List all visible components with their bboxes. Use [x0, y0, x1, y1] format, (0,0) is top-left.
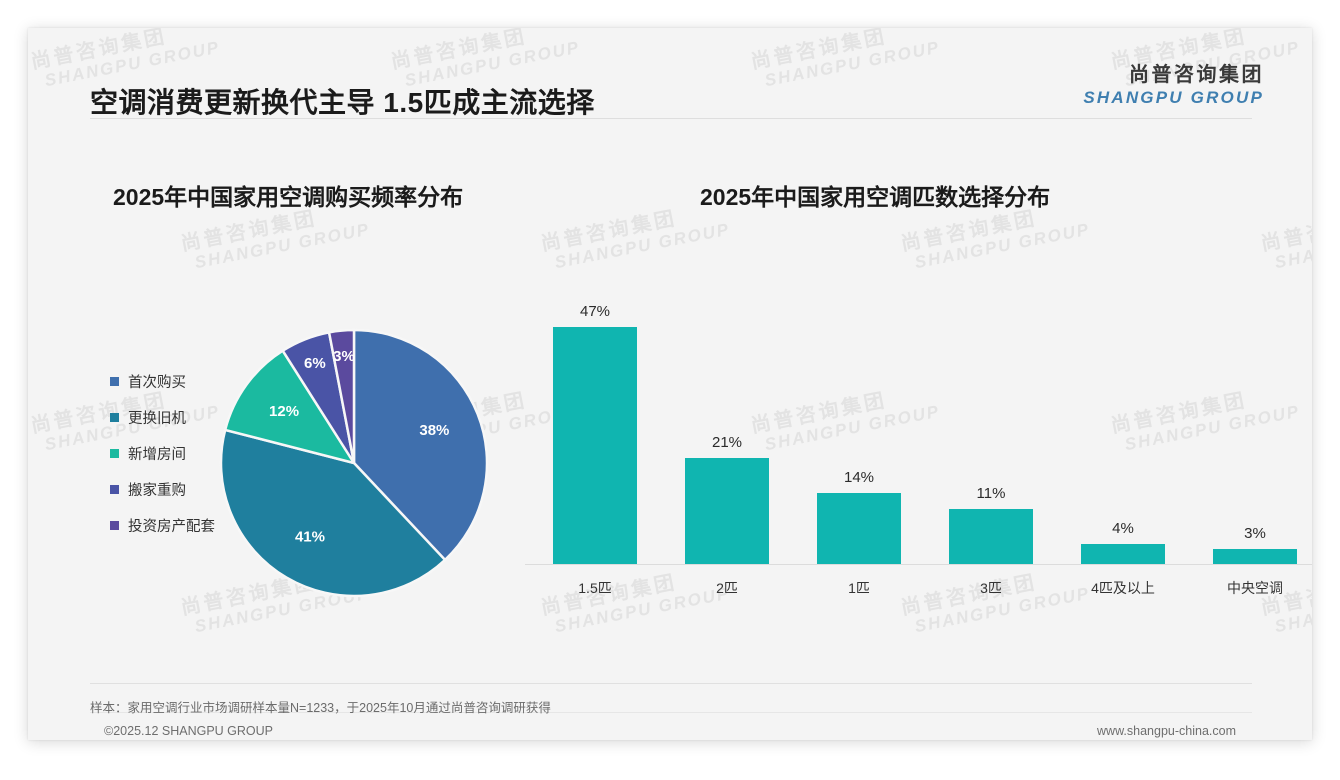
pie-legend-item[interactable]: 首次购买 — [110, 363, 215, 399]
pie-slice-label: 3% — [333, 348, 355, 365]
bar-value-label: 14% — [843, 469, 875, 486]
footnote-divider — [90, 683, 1252, 684]
bar-column[interactable]: 21% — [661, 302, 793, 564]
page-title: 空调消费更新换代主导 1.5匹成主流选择 — [90, 87, 595, 118]
bar-chart-axis-line — [525, 564, 1312, 565]
bar-value-label: 11% — [976, 485, 1006, 502]
bar-category-label: 1匹 — [848, 580, 870, 596]
legend-color-swatch — [110, 412, 119, 422]
footnote-section: 样本：家用空调行业市场调研样本量N=1233，于2025年10月通过尚普咨询调研… — [90, 683, 1252, 716]
bar-column[interactable]: 4% — [1057, 302, 1189, 564]
footer-divider — [90, 712, 1252, 713]
legend-item-label: 更换旧机 — [128, 410, 186, 427]
bar-category-label: 中央空调 — [1227, 580, 1283, 596]
legend-color-swatch — [110, 376, 119, 386]
footer: ©2025.12 SHANGPU GROUP www.shangpu-china… — [28, 712, 1312, 752]
slide-card: 尚普咨询集团 SHANGPU GROUP 尚普咨询集团 SHANGPU GROUP 尚普… — [28, 28, 1312, 740]
bar-column[interactable]: 11% — [925, 302, 1057, 564]
pie-slice[interactable] — [352, 328, 489, 562]
legend-item-label: 首次购买 — [128, 374, 186, 391]
pie-slice[interactable] — [223, 348, 357, 465]
footer-copyright: ©2025.12 SHANGPU GROUP — [104, 724, 273, 738]
legend-item-label: 新增房间 — [128, 446, 186, 463]
bar-value-label: 21% — [711, 434, 743, 451]
bar-category-label: 1.5匹 — [578, 580, 612, 596]
pie-slice-label: 41% — [295, 528, 325, 545]
bar-rect[interactable] — [949, 509, 1033, 564]
bar-rect[interactable] — [685, 458, 769, 564]
legend-item-label: 搬家重购 — [128, 482, 186, 499]
pie-chart-title: 2025年中国家用空调购买频率分布 — [113, 184, 464, 210]
bar-rect[interactable] — [1081, 544, 1165, 564]
legend-color-swatch — [110, 520, 119, 530]
footer-website-link[interactable]: www.shangpu-china.com — [1097, 724, 1236, 738]
title-divider — [90, 118, 1252, 119]
pie-slice-label: 6% — [304, 355, 326, 372]
legend-color-swatch — [110, 448, 119, 458]
pie-slice[interactable] — [327, 328, 356, 464]
bar-column[interactable]: 47% — [529, 302, 661, 564]
bar-chart: 47% 1.5匹 21% 2匹 14% 1匹 11% 3匹 4% 4匹及以上 3% 中央空调 — [525, 268, 1312, 598]
bar-value-label: 3% — [1244, 525, 1266, 542]
header: 空调消费更新换代主导 1.5匹成主流选择 尚普咨询集团 SHANGPU GROU… — [28, 28, 1312, 120]
bar-category-label: 4匹及以上 — [1091, 580, 1155, 596]
bar-rect[interactable] — [1213, 549, 1297, 564]
bar-chart-title: 2025年中国家用空调匹数选择分布 — [700, 184, 1051, 210]
pie-legend-item[interactable]: 搬家重购 — [110, 471, 215, 507]
bar-category-label: 2匹 — [716, 580, 738, 596]
pie-slice[interactable] — [219, 428, 447, 598]
legend-item-label: 投资房产配套 — [128, 518, 215, 535]
bar-value-label: 47% — [579, 303, 611, 320]
bar-column[interactable]: 3% — [1189, 302, 1312, 564]
pie-legend: 首次购买更换旧机新增房间搬家重购投资房产配套 — [110, 363, 215, 543]
brand-name-en: SHANGPU GROUP — [1083, 87, 1264, 107]
pie-slice-label: 12% — [269, 403, 299, 420]
bar-category-label: 3匹 — [980, 580, 1002, 596]
bar-rect[interactable] — [817, 493, 901, 564]
bar-rect[interactable] — [553, 327, 637, 564]
brand-logo: 尚普咨询集团 SHANGPU GROUP — [1083, 64, 1264, 108]
pie-legend-item[interactable]: 更换旧机 — [110, 399, 215, 435]
pie-legend-item[interactable]: 投资房产配套 — [110, 507, 215, 543]
charts-container: 2025年中国家用空调购买频率分布 首次购买更换旧机新增房间搬家重购投资房产配套… — [28, 28, 1312, 740]
pie-slice-label: 38% — [419, 422, 449, 439]
bar-column[interactable]: 14% — [793, 302, 925, 564]
brand-name-cn: 尚普咨询集团 — [1129, 64, 1264, 86]
footnote-text: 样本：家用空调行业市场调研样本量N=1233，于2025年10月通过尚普咨询调研… — [90, 701, 551, 715]
pie-legend-item[interactable]: 新增房间 — [110, 435, 215, 471]
pie-chart: 38% 41% 12% 6% 3% — [219, 328, 489, 598]
bar-value-label: 4% — [1112, 520, 1134, 537]
legend-color-swatch — [110, 484, 119, 494]
